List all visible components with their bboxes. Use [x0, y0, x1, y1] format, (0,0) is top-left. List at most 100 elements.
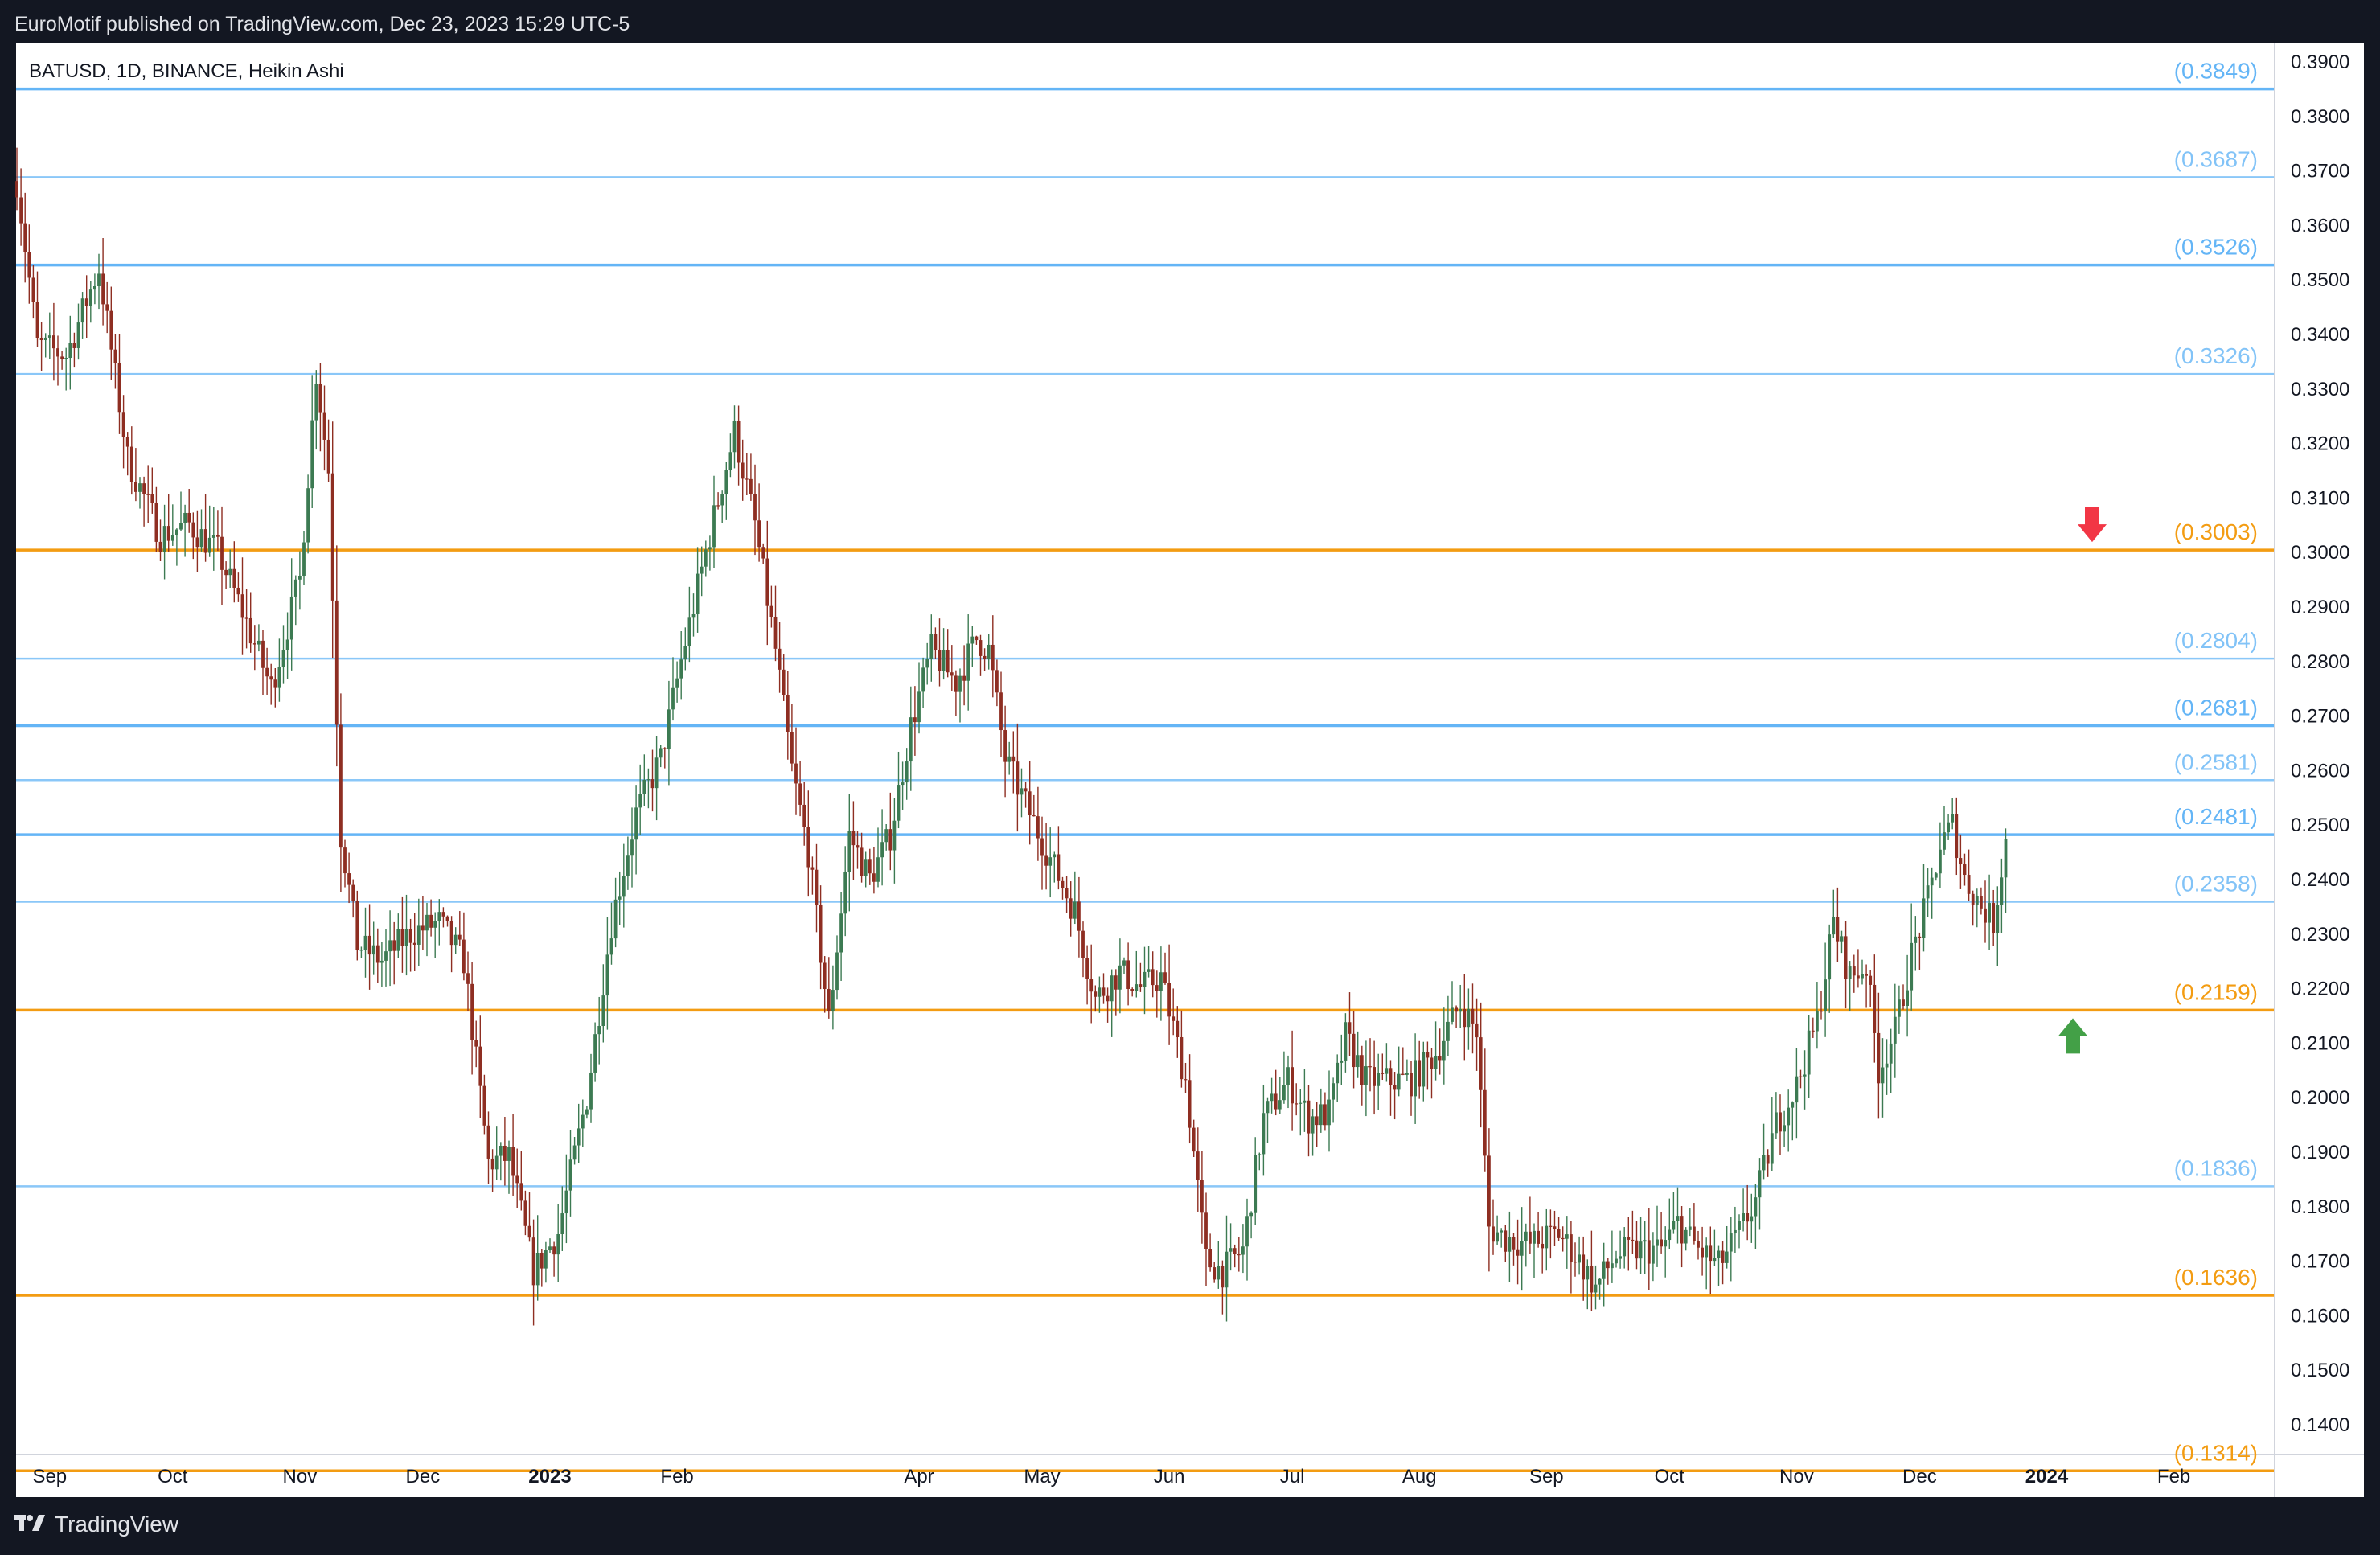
candle-body[interactable]: [556, 1234, 560, 1255]
candle-body[interactable]: [507, 1147, 511, 1161]
candle-body[interactable]: [1475, 1023, 1479, 1038]
candle-body[interactable]: [1196, 1151, 1200, 1180]
candle-body[interactable]: [1245, 1216, 1249, 1247]
candle-body[interactable]: [1180, 1037, 1184, 1080]
candle-body[interactable]: [884, 829, 888, 843]
candle-body[interactable]: [1122, 960, 1126, 966]
candle-body[interactable]: [285, 639, 289, 650]
candle-body[interactable]: [240, 594, 244, 618]
candle-body[interactable]: [1750, 1216, 1754, 1222]
candle-body[interactable]: [888, 829, 892, 851]
candle-body[interactable]: [449, 921, 453, 946]
candle-body[interactable]: [1360, 1055, 1364, 1085]
candle-body[interactable]: [302, 542, 306, 576]
candle-body[interactable]: [113, 349, 117, 363]
candle-body[interactable]: [1721, 1250, 1725, 1263]
candle-body[interactable]: [1824, 979, 1827, 1011]
candle-body[interactable]: [704, 549, 708, 567]
candle-body[interactable]: [864, 859, 868, 876]
candle-body[interactable]: [216, 535, 220, 537]
candle-body[interactable]: [211, 535, 215, 538]
candle-body[interactable]: [203, 529, 207, 553]
candle-body[interactable]: [322, 412, 326, 440]
candle-body[interactable]: [1344, 1022, 1348, 1061]
candle-body[interactable]: [983, 655, 987, 659]
candle-body[interactable]: [326, 439, 330, 474]
candle-body[interactable]: [1680, 1216, 1684, 1244]
candle-body[interactable]: [1463, 1008, 1467, 1028]
candle-body[interactable]: [1352, 1033, 1356, 1068]
candle-body[interactable]: [1951, 814, 1955, 823]
candle-body[interactable]: [1791, 1102, 1795, 1108]
candle-body[interactable]: [1053, 854, 1057, 858]
candle-body[interactable]: [991, 644, 995, 671]
candle-body[interactable]: [675, 678, 679, 688]
candle-body[interactable]: [1434, 1056, 1438, 1069]
candle-body[interactable]: [946, 650, 950, 673]
candle-body[interactable]: [1918, 936, 1922, 938]
candle-body[interactable]: [515, 1175, 519, 1184]
candle-body[interactable]: [1807, 1030, 1811, 1075]
candle-body[interactable]: [1003, 730, 1007, 762]
candle-body[interactable]: [1955, 814, 1959, 859]
candle-body[interactable]: [380, 960, 384, 963]
candle-body[interactable]: [466, 973, 470, 984]
candle-body[interactable]: [343, 847, 347, 874]
candle-body[interactable]: [470, 983, 474, 1040]
candle-body[interactable]: [261, 640, 265, 668]
candle-body[interactable]: [1549, 1225, 1553, 1227]
candle-body[interactable]: [1451, 1007, 1454, 1022]
candle-body[interactable]: [581, 1114, 585, 1129]
candle-body[interactable]: [138, 483, 142, 492]
candle-body[interactable]: [1233, 1248, 1237, 1255]
candle-body[interactable]: [1040, 838, 1044, 856]
candle-body[interactable]: [1770, 1133, 1774, 1164]
candle-body[interactable]: [1984, 908, 1987, 923]
candle-body[interactable]: [1262, 1113, 1266, 1155]
candle-body[interactable]: [970, 636, 975, 644]
candle-body[interactable]: [1307, 1100, 1311, 1134]
candle-body[interactable]: [400, 929, 404, 946]
candle-body[interactable]: [97, 273, 101, 287]
candle-body[interactable]: [1270, 1093, 1274, 1102]
candle-body[interactable]: [503, 1145, 507, 1161]
candle-body[interactable]: [23, 223, 27, 252]
candle-body[interactable]: [843, 872, 847, 914]
candle-body[interactable]: [938, 650, 942, 671]
candle-body[interactable]: [1529, 1231, 1532, 1244]
plot-area[interactable]: [16, 43, 2274, 1454]
candle-body[interactable]: [1869, 975, 1873, 985]
candle-body[interactable]: [1688, 1226, 1692, 1230]
candle-body[interactable]: [687, 617, 691, 646]
candle-body[interactable]: [1488, 1155, 1491, 1227]
candle-body[interactable]: [1114, 975, 1118, 990]
candle-body[interactable]: [1057, 854, 1061, 881]
candle-body[interactable]: [1590, 1266, 1594, 1293]
candle-body[interactable]: [856, 845, 860, 848]
candle-body[interactable]: [166, 526, 170, 541]
candle-body[interactable]: [1459, 1008, 1463, 1012]
time-axis-area[interactable]: [16, 1455, 2364, 1497]
candle-body[interactable]: [1393, 1085, 1397, 1090]
candle-body[interactable]: [630, 839, 634, 856]
candle-body[interactable]: [1910, 942, 1914, 991]
candle-body[interactable]: [318, 384, 322, 413]
candle-body[interactable]: [310, 420, 314, 489]
candle-body[interactable]: [1668, 1229, 1672, 1241]
candle-body[interactable]: [80, 298, 84, 323]
candle-body[interactable]: [1130, 989, 1135, 991]
candle-body[interactable]: [872, 873, 876, 882]
candle-body[interactable]: [35, 301, 39, 338]
candle-body[interactable]: [1471, 1008, 1475, 1024]
candle-body[interactable]: [1208, 1249, 1212, 1268]
candle-body[interactable]: [1947, 822, 1950, 833]
candle-body[interactable]: [1553, 1226, 1557, 1229]
candle-body[interactable]: [1533, 1230, 1536, 1244]
candle-body[interactable]: [1971, 893, 1975, 905]
candle-body[interactable]: [798, 783, 802, 805]
candle-body[interactable]: [1779, 1112, 1782, 1132]
candle-body[interactable]: [162, 526, 166, 552]
candle-body[interactable]: [1934, 873, 1938, 878]
candle-body[interactable]: [494, 1155, 499, 1170]
candle-body[interactable]: [93, 286, 96, 290]
